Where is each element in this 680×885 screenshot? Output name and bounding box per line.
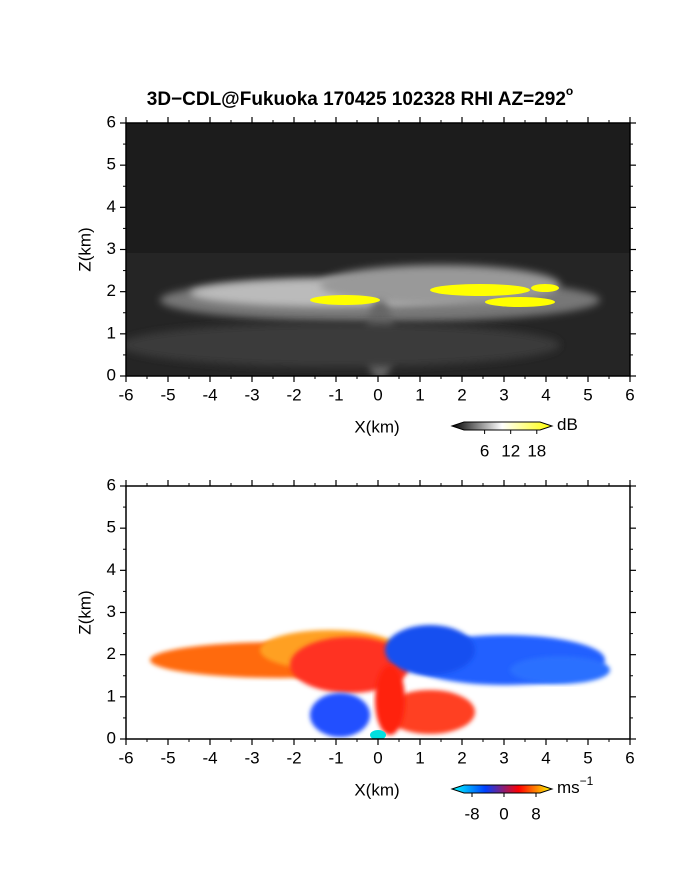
backscatter-image — [126, 123, 630, 376]
velocity-image — [150, 625, 610, 739]
chart-title: 3D−CDL@Fukuoka 170425 102328 RHI AZ=292o — [147, 84, 574, 110]
y-tick-label: 4 — [107, 560, 116, 579]
y-tick-label: 1 — [107, 686, 116, 705]
y-axis-label: Z(km) — [75, 227, 94, 271]
colorbar-tick-label: 8 — [531, 804, 540, 823]
x-tick-label: -2 — [286, 748, 301, 767]
colorbar-tick-label: 0 — [499, 804, 508, 823]
x-tick-label: 3 — [499, 385, 508, 404]
x-axis-label: X(km) — [354, 417, 399, 436]
y-tick-label: 5 — [107, 518, 116, 537]
y-tick-label: 2 — [107, 644, 116, 663]
y-tick-label: 0 — [107, 728, 116, 747]
x-tick-label: 2 — [457, 748, 466, 767]
x-tick-label: 3 — [499, 748, 508, 767]
x-tick-label: 6 — [625, 748, 634, 767]
x-tick-label: -6 — [118, 748, 133, 767]
colorbar-unit: dB — [557, 415, 578, 434]
x-tick-label: -6 — [118, 385, 133, 404]
x-tick-label: -3 — [244, 748, 259, 767]
y-tick-label: 3 — [107, 602, 116, 621]
colorbar-unit-text: ms — [557, 778, 580, 797]
x-tick-label: -5 — [160, 748, 175, 767]
colorbar — [450, 421, 554, 431]
colorbar-unit-text: dB — [557, 415, 578, 434]
x-tick-label: -3 — [244, 385, 259, 404]
x-tick-label: 5 — [583, 748, 592, 767]
y-tick-label: 1 — [107, 323, 116, 342]
x-tick-label: 4 — [541, 748, 550, 767]
y-tick-label: 5 — [107, 155, 116, 174]
x-tick-label: 5 — [583, 385, 592, 404]
x-tick-label: 2 — [457, 385, 466, 404]
x-tick-label: 0 — [373, 385, 382, 404]
x-tick-label: -1 — [328, 748, 343, 767]
x-tick-label: 4 — [541, 385, 550, 404]
colorbar-tick-label: 18 — [527, 441, 546, 460]
x-tick-label: 1 — [415, 748, 424, 767]
y-tick-label: 3 — [107, 239, 116, 258]
x-tick-label: -4 — [202, 385, 217, 404]
colorbar-tick-label: 12 — [501, 441, 520, 460]
colorbar-tick-label: -8 — [464, 804, 479, 823]
colorbar-tick-label: 6 — [480, 441, 489, 460]
x-axis-label: X(km) — [354, 780, 399, 799]
colorbar-unit: ms−1 — [557, 774, 594, 797]
colorbar — [450, 784, 554, 794]
x-tick-label: -1 — [328, 385, 343, 404]
y-tick-label: 2 — [107, 281, 116, 300]
y-tick-label: 0 — [107, 365, 116, 384]
y-tick-label: 6 — [107, 112, 116, 131]
x-tick-label: 0 — [373, 748, 382, 767]
x-tick-label: 1 — [415, 385, 424, 404]
x-tick-label: 6 — [625, 385, 634, 404]
y-axis-label: Z(km) — [75, 590, 94, 634]
x-tick-label: -4 — [202, 748, 217, 767]
y-tick-label: 6 — [107, 475, 116, 494]
x-tick-label: -5 — [160, 385, 175, 404]
x-tick-label: -2 — [286, 385, 301, 404]
y-tick-label: 4 — [107, 197, 116, 216]
colorbar-unit-superscript: −1 — [580, 774, 594, 788]
